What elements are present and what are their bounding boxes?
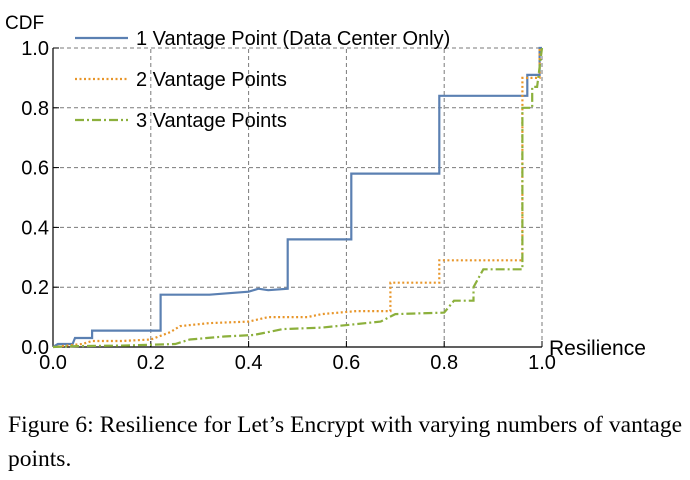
grid	[53, 47, 543, 347]
x-axis-label: Resilience	[549, 337, 646, 360]
axes	[52, 48, 542, 348]
y-tick-label: 0.6	[21, 158, 49, 180]
legend-label-2: 2 Vantage Points	[136, 69, 287, 91]
x-tick-label: 0.4	[235, 352, 263, 374]
series-line-1	[52, 46, 542, 348]
x-tick-label: 1.0	[528, 352, 556, 374]
ticks: 0.0 0.2 0.4 0.6 0.8 1.0 0.0 0.2 0.4 0.6 0.8 1.0	[21, 38, 556, 374]
series-line-3	[52, 47, 544, 349]
legend: 1 Vantage Point (Data Center Only) 2 Vant…	[75, 28, 450, 132]
x-tick-label: 0.2	[137, 352, 165, 374]
x-tick-label: 0.6	[332, 352, 360, 374]
x-tick-label: 0.0	[39, 352, 67, 374]
x-tick-label: 0.8	[430, 352, 458, 374]
cdf-chart: 0.0 0.2 0.4 0.6 0.8 1.0 0.0 0.2 0.4 0.6 0.8 1.0 CDF…	[5, 13, 646, 374]
y-tick-label: 0.8	[21, 98, 49, 120]
y-tick-label: 0.2	[21, 277, 49, 299]
legend-label-3: 3 Vantage Points	[136, 110, 287, 132]
series-lines	[52, 46, 544, 349]
y-axis-label: CDF	[5, 13, 44, 34]
figure-caption: Figure 6: Resilience for Let’s Encrypt w…	[8, 412, 682, 472]
y-tick-label: 0.4	[21, 217, 49, 239]
y-tick-label: 0.0	[21, 337, 49, 359]
series-line-2	[52, 48, 541, 349]
legend-label-1: 1 Vantage Point (Data Center Only)	[136, 28, 450, 50]
y-tick-label: 1.0	[21, 38, 49, 60]
